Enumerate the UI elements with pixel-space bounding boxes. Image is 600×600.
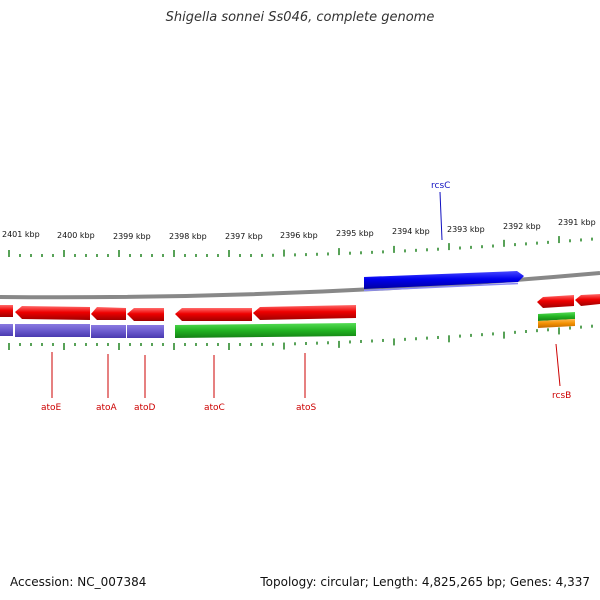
green-track [175,312,575,338]
scale-label-2394: 2394 kbp [392,227,430,236]
gene-left-edge[interactable] [0,305,13,317]
gene-label-rcsC: rcsC [431,181,450,191]
scale-label-2393: 2393 kbp [447,225,485,234]
orange-block [538,319,575,328]
genome-stats-text: Topology: circular; Length: 4,825,265 bp… [260,575,590,589]
page-title: Shigella sonnei Ss046, complete genome [165,10,435,25]
scale-label-2398: 2398 kbp [169,232,207,241]
scale-label-2400: 2400 kbp [57,231,95,240]
scale-label-2392: 2392 kbp [503,222,541,231]
cds-block-3 [91,325,126,338]
gene-rcsB-arrow[interactable] [537,295,574,308]
gene-atoA-arrow[interactable] [91,307,126,320]
label-atoD[interactable]: atoD [134,355,156,413]
gene-label-atoA: atoA [96,403,118,413]
gene-label-atoC: atoC [204,403,225,413]
label-atoC[interactable]: atoC [204,355,225,413]
cds-block-2 [15,324,90,337]
scale-label-2399: 2399 kbp [113,232,151,241]
gene-atoS-arrow[interactable] [253,305,356,320]
green-block-1 [175,323,356,338]
cds-block-1 [0,324,13,336]
cds-band [0,324,164,338]
label-atoE[interactable]: atoE [41,352,62,413]
accession-text: Accession: NC_007384 [10,575,147,589]
upper-tick-row [8,236,593,257]
scale-label-2391: 2391 kbp [558,218,596,227]
label-atoS[interactable]: atoS [296,353,317,413]
label-rcsB[interactable]: rcsB [552,343,571,401]
gene-label-atoS: atoS [296,403,317,413]
scale-label-2396: 2396 kbp [280,231,318,240]
cds-block-4 [127,325,164,338]
gene-label-atoE: atoE [41,403,62,413]
gene-rcsC[interactable] [363,271,524,292]
green-block-2 [538,312,575,321]
scale-label-2401: 2401 kbp [2,230,40,239]
gene-label-rcsB: rcsB [552,391,571,401]
gene-right-edge[interactable] [575,294,600,306]
reverse-gene-track [0,294,600,321]
gene-label-atoD: atoD [134,403,156,413]
scale-label-2395: 2395 kbp [336,229,374,238]
label-atoA[interactable]: atoA [96,354,118,413]
gene-atoE-arrow[interactable] [15,306,90,320]
scale-label-2397: 2397 kbp [225,232,263,241]
gene-atoD-arrow[interactable] [127,308,164,321]
gene-atoC-arrow[interactable] [175,308,252,321]
label-rcsC[interactable]: rcsC [431,181,450,241]
lower-tick-row [8,324,593,350]
